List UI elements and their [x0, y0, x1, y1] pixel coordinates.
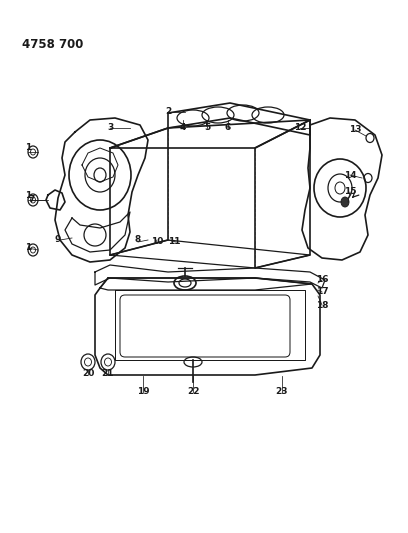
Text: 8: 8 [135, 236, 141, 245]
Text: 14: 14 [344, 171, 356, 180]
Text: 22: 22 [187, 387, 199, 397]
Text: 1: 1 [25, 244, 31, 253]
Text: 7: 7 [29, 196, 35, 205]
Text: 10: 10 [151, 238, 163, 246]
Text: 9: 9 [55, 236, 61, 245]
Text: 15: 15 [344, 188, 356, 197]
Text: 23: 23 [276, 387, 288, 397]
Text: 11: 11 [168, 238, 180, 246]
Text: 16: 16 [316, 276, 328, 285]
Text: 17: 17 [316, 287, 328, 296]
Text: 4758 700: 4758 700 [22, 38, 83, 51]
Text: 1: 1 [25, 143, 31, 152]
Text: 13: 13 [349, 125, 361, 134]
Text: 12: 12 [294, 124, 306, 133]
Text: 18: 18 [316, 301, 328, 310]
Text: 20: 20 [82, 369, 94, 378]
Text: 1: 1 [25, 190, 31, 199]
Text: 21: 21 [102, 369, 114, 378]
Text: 3: 3 [107, 124, 113, 133]
Ellipse shape [341, 197, 349, 207]
Text: 5: 5 [204, 124, 210, 133]
Text: 19: 19 [137, 387, 149, 397]
Text: 6: 6 [225, 124, 231, 133]
Text: 2: 2 [165, 108, 171, 117]
Text: 4: 4 [180, 124, 186, 133]
